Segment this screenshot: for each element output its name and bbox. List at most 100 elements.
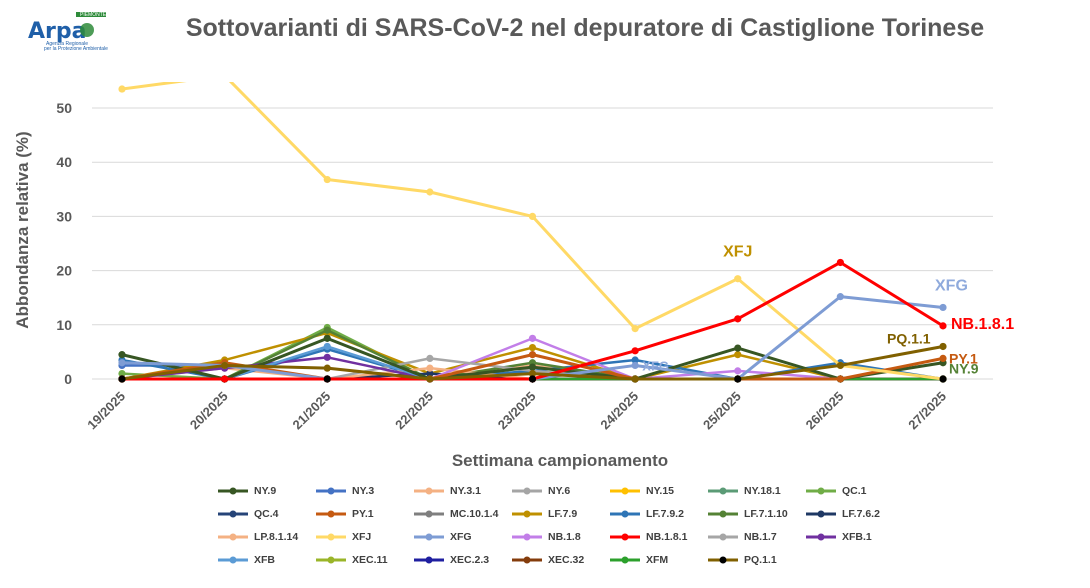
data-point: [836, 361, 844, 370]
data-point: [118, 85, 126, 93]
legend-swatch: [512, 487, 542, 495]
legend-swatch: [316, 533, 346, 541]
logo-region: PIEMONTE: [80, 12, 107, 18]
x-tick-label: 20/2025: [187, 389, 231, 433]
data-point: [323, 175, 331, 184]
series-end-label: PY.1: [949, 350, 978, 366]
legend-label: LP.8.1.14: [254, 531, 299, 543]
legend-item: NY.18.1: [708, 482, 781, 500]
legend-label: NY.18.1: [744, 485, 781, 497]
legend-swatch: [610, 533, 640, 541]
data-point: [734, 344, 742, 352]
logo-text: Arpa: [28, 19, 86, 44]
legend-swatch: [806, 510, 836, 518]
y-tick-label: 50: [56, 100, 72, 116]
legend-swatch: [218, 510, 248, 518]
legend-item: PY.1: [316, 505, 374, 523]
legend-label: XEC.11: [352, 554, 388, 566]
data-point: [221, 361, 229, 370]
legend-item: LF.7.9.2: [610, 505, 684, 523]
data-point: [836, 293, 844, 301]
data-point: [118, 351, 126, 359]
legend-label: XFG: [450, 531, 472, 543]
legend-swatch: [414, 556, 444, 564]
legend-item: QC.4: [218, 505, 279, 523]
data-point: [221, 72, 228, 79]
legend-item: MC.10.1.4: [414, 505, 498, 523]
data-point: [426, 375, 434, 383]
legend-swatch: [708, 510, 738, 518]
legend-item: LF.7.9: [512, 505, 577, 523]
legend-label: LF.7.6.2: [842, 508, 880, 520]
data-point: [734, 275, 742, 283]
legend-item: NY.3.1: [414, 482, 481, 500]
y-tick-label: 40: [56, 154, 72, 170]
legend-label: NY.6: [548, 485, 571, 497]
data-point: [836, 375, 844, 383]
data-point: [426, 369, 434, 378]
data-point: [118, 359, 126, 367]
x-axis-label: Settimana campionamento: [452, 451, 668, 470]
data-point: [323, 342, 331, 351]
data-point: [734, 351, 742, 359]
data-point: [528, 375, 537, 383]
annotation-label: XFJ: [723, 244, 752, 261]
legend-swatch: [512, 533, 542, 541]
legend-item: XEC.2.3: [414, 551, 489, 569]
series-group: [118, 72, 947, 383]
x-tick-label: 23/2025: [495, 389, 539, 433]
legend-label: XFJ: [352, 531, 372, 543]
data-point: [939, 354, 947, 363]
legend-label: XFB.1: [842, 531, 872, 543]
legend-swatch: [708, 556, 738, 564]
y-tick-label: 10: [56, 317, 72, 333]
legend-label: NB.1.7: [744, 531, 777, 543]
legend-item: NY.6: [512, 482, 570, 500]
data-point: [631, 375, 639, 383]
y-axis-label: Abbondanza relativa (%): [13, 131, 32, 328]
data-point: [939, 303, 947, 312]
legend-swatch: [218, 487, 248, 495]
data-point: [426, 188, 434, 196]
legend-label: LF.7.9: [548, 508, 578, 520]
data-point: [631, 324, 639, 333]
data-point: [631, 356, 639, 364]
data-point: [528, 343, 537, 352]
data-point: [323, 364, 331, 372]
legend-label: QC.4: [254, 508, 279, 520]
legend-swatch: [512, 556, 542, 564]
data-point: [939, 375, 947, 383]
data-point: [734, 367, 742, 375]
data-point: [528, 363, 537, 371]
data-point: [426, 354, 434, 363]
data-point: [118, 369, 126, 378]
data-point: [323, 375, 331, 383]
legend-item: LF.7.6.2: [806, 505, 880, 523]
data-point: [939, 342, 947, 351]
data-point: [323, 326, 331, 334]
legend-item: XFM: [610, 551, 668, 569]
data-point: [631, 361, 639, 370]
x-tick-label: 22/2025: [392, 389, 436, 433]
legend-swatch: [708, 533, 738, 541]
x-tick-label: 19/2025: [84, 389, 128, 433]
legend-swatch: [316, 556, 346, 564]
legend-swatch: [610, 556, 640, 564]
legend-swatch: [414, 510, 444, 518]
legend-swatch: [218, 556, 248, 564]
legend-label: MC.10.1.4: [450, 508, 499, 520]
legend-label: PY.1: [352, 508, 374, 520]
data-point: [734, 315, 742, 323]
legend-item: XFB: [218, 551, 275, 569]
legend-label: QC.1: [842, 485, 867, 497]
legend-item: NY.9: [218, 482, 276, 500]
legend-swatch: [414, 487, 444, 495]
data-point: [323, 334, 331, 342]
legend-item: NY.3: [316, 482, 374, 500]
x-tick-label: 25/2025: [700, 389, 744, 433]
annotation-label: XFG: [642, 358, 669, 373]
legend-swatch: [512, 510, 542, 518]
legend-item: LP.8.1.14: [218, 528, 298, 546]
legend-swatch: [708, 487, 738, 495]
legend-label: LF.7.9.2: [646, 508, 684, 520]
